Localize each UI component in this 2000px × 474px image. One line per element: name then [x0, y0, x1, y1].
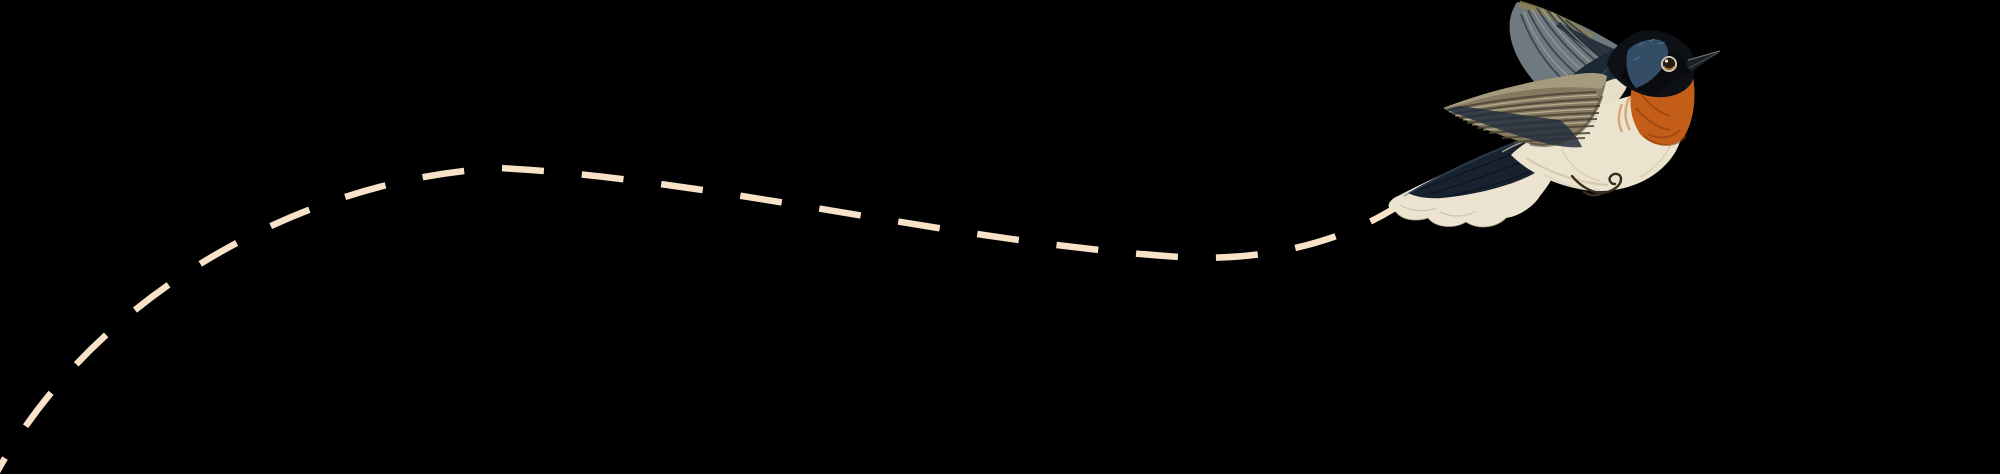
breast-bottom-shadow — [1643, 135, 1687, 146]
crown-speckles — [1633, 38, 1666, 61]
eye — [1661, 56, 1677, 72]
breast-blend-streaks — [1617, 95, 1632, 133]
eye-glint — [1664, 59, 1669, 63]
far-wing-top-edge — [1443, 72, 1607, 108]
tail-feather-outlines — [1395, 204, 1507, 228]
eye-amber-crescent — [1662, 65, 1676, 71]
far-wing-coverts-dark — [1447, 106, 1582, 148]
beak-ridge-line — [1687, 50, 1721, 61]
beak — [1686, 50, 1722, 72]
bird-illustration — [1388, 0, 1722, 228]
beak-gape-line — [1688, 52, 1719, 69]
flight-path — [0, 164, 1400, 474]
feet — [1570, 172, 1623, 197]
upper-wing-olive-tips — [1518, 0, 1595, 41]
breast-streaks — [1635, 91, 1681, 139]
crown-sheen — [1626, 39, 1668, 88]
foot-curl — [1600, 172, 1623, 195]
far-wing — [1443, 72, 1607, 148]
tail-dark — [1408, 128, 1557, 199]
far-wing-trailing-edge — [1529, 95, 1604, 147]
